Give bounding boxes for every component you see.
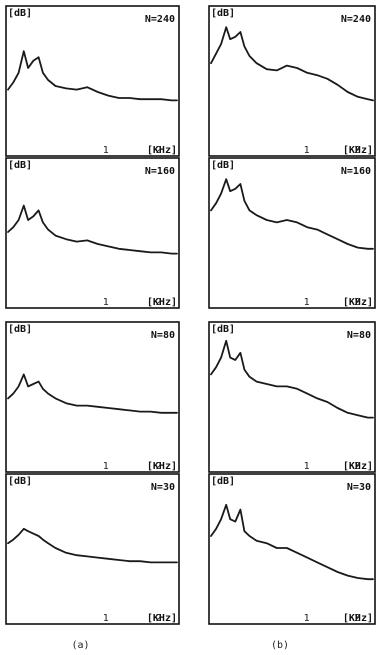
panel-b-4-frame	[208, 473, 376, 625]
panel-a-2-n-label: N=160	[145, 166, 175, 177]
panel-a-2-xlabel: [KHz]	[147, 297, 177, 308]
panel-a-4-frame	[5, 473, 180, 625]
panel-a-1-xlabel: [KHz]	[147, 145, 177, 156]
panel-b-3-ylabel: [dB]	[211, 324, 235, 335]
panel-a-2-ylabel: [dB]	[8, 160, 32, 171]
panel-a-3-xtick-2: 2	[156, 461, 162, 472]
panel-b-3-frame	[208, 321, 376, 473]
panel-a-3-frame	[5, 321, 180, 473]
panel-b-1-spectrum-line	[210, 26, 374, 102]
panel-a-4-xtick-2: 2	[156, 613, 162, 624]
panel-b-2-xtick-2: 2	[354, 297, 360, 308]
panel-b-1-ylabel: [dB]	[211, 8, 235, 19]
panel-b-1-frame	[208, 5, 376, 157]
panel-a-3-xtick-1: 1	[103, 461, 109, 472]
panel-b-3-n-label: N=80	[347, 330, 371, 341]
panel-a-1-n-label: N=240	[145, 14, 175, 25]
panel-a-4-xtick-1: 1	[103, 613, 109, 624]
panel-a-4-n-label: N=30	[151, 482, 175, 493]
panel-b-3-xtick-2: 2	[354, 461, 360, 472]
caption-a: (a)	[71, 640, 89, 651]
panel-a-3-spectrum-line	[7, 373, 178, 414]
panel-a-1-xtick-1: 1	[103, 145, 109, 156]
panel-a-3-xlabel: [KHz]	[147, 461, 177, 472]
panel-b-4-xtick-1: 1	[304, 613, 310, 624]
panel-b-3-xlabel: [KHz]	[343, 461, 373, 472]
panel-a-2-xtick-1: 1	[103, 297, 109, 308]
panel-a-4-ylabel: [dB]	[8, 476, 32, 487]
panel-a-4-xlabel: [KHz]	[147, 613, 177, 624]
panel-a-2-xtick-2: 2	[156, 297, 162, 308]
panel-a-3-n-label: N=80	[151, 330, 175, 341]
panel-b-3-xtick-1: 1	[304, 461, 310, 472]
panel-a-1-spectrum-line	[7, 50, 178, 102]
panel-b-2-ylabel: [dB]	[211, 160, 235, 171]
panel-a-1-xtick-2: 2	[156, 145, 162, 156]
panel-b-3-spectrum-line	[210, 339, 374, 419]
panel-b-2-xtick-1: 1	[304, 297, 310, 308]
panel-b-1-xtick-2: 2	[354, 145, 360, 156]
panel-a-2-spectrum-line	[7, 204, 178, 255]
panel-b-4-spectrum-line	[210, 503, 374, 581]
panel-b-2-frame	[208, 157, 376, 309]
panel-a-2-frame	[5, 157, 180, 309]
panel-a-4-spectrum-line	[7, 527, 178, 564]
panel-b-1-xtick-1: 1	[304, 145, 310, 156]
caption-b: (b)	[271, 640, 289, 651]
panel-a-1-ylabel: [dB]	[8, 8, 32, 19]
panel-b-1-xlabel: [KHz]	[343, 145, 373, 156]
panel-a-1-frame	[5, 5, 180, 157]
panel-b-4-n-label: N=30	[347, 482, 371, 493]
panel-b-2-spectrum-line	[210, 178, 374, 250]
panel-a-3-ylabel: [dB]	[8, 324, 32, 335]
panel-b-4-xlabel: [KHz]	[343, 613, 373, 624]
panel-b-2-n-label: N=160	[341, 166, 371, 177]
panel-b-4-xtick-2: 2	[354, 613, 360, 624]
panel-b-1-n-label: N=240	[341, 14, 371, 25]
panel-b-4-ylabel: [dB]	[211, 476, 235, 487]
panel-b-2-xlabel: [KHz]	[343, 297, 373, 308]
